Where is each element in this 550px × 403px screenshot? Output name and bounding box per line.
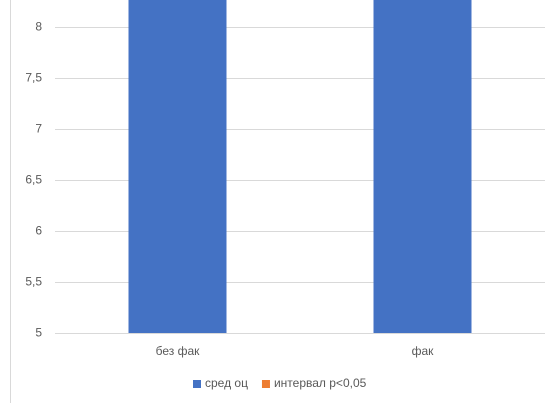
legend-label: интервал p<0,05 <box>274 376 367 390</box>
y-tick-label: 8 <box>35 20 42 34</box>
legend-swatch <box>261 380 270 388</box>
y-tick-label: 6 <box>35 224 42 238</box>
legend-label: сред оц <box>205 376 248 390</box>
bar-segment <box>128 0 227 334</box>
y-tick-label: 7,5 <box>25 71 42 85</box>
y-tick-label: 5,5 <box>25 275 42 289</box>
x-tick-label: фак <box>412 344 435 358</box>
y-tick-label: 5 <box>35 326 42 340</box>
y-tick-label: 7 <box>35 122 42 136</box>
bar-segment <box>373 0 472 333</box>
y-tick-label: 6,5 <box>25 173 42 187</box>
legend-swatch <box>193 380 201 388</box>
x-tick-label: без фак <box>156 344 201 358</box>
